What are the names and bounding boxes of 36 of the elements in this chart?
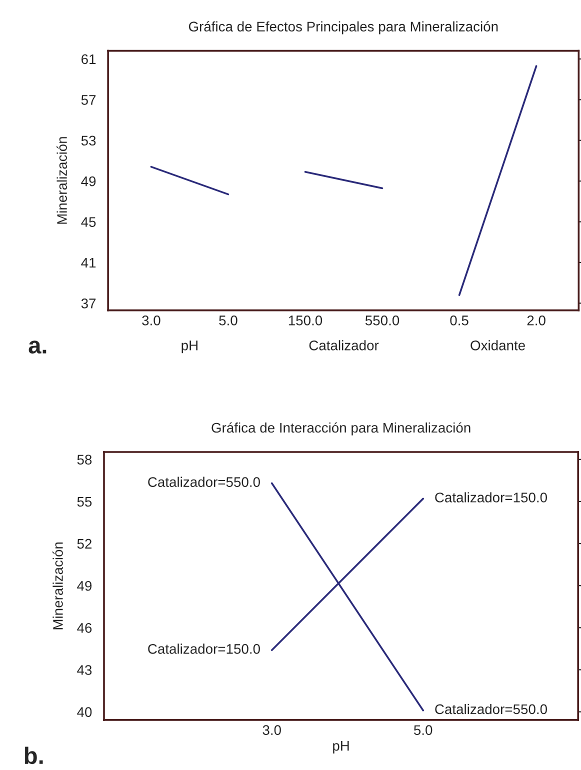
chart-title: Gráfica de Efectos Principales para Mineralización [188, 21, 498, 34]
y-tick-label: 49 [77, 580, 92, 591]
y-tick-label: 58 [77, 454, 92, 465]
y-tick-label: 46 [77, 623, 92, 633]
series-label: Catalizador=150.0 [148, 644, 260, 654]
y-axis-title: Mineralización [52, 542, 63, 630]
y-tick-label: 53 [81, 136, 96, 146]
y-tick-label: 40 [77, 707, 92, 717]
x-tick-label: 5.0 [219, 316, 238, 326]
x-tick-label: 3.0 [142, 316, 160, 326]
y-tick-label: 57 [81, 95, 96, 105]
y-tick-label: 55 [77, 496, 92, 507]
x-tick-label: 2.0 [527, 316, 546, 326]
text: Catalizador [309, 340, 379, 350]
y-tick-label: 52 [77, 538, 92, 549]
y-tick-label: 41 [81, 258, 96, 268]
y-tick-label: 45 [81, 217, 96, 227]
text: Catalizador=550.0 [435, 704, 548, 714]
text: Oxidante [470, 340, 525, 350]
x-tick-label: 550.0 [365, 316, 400, 326]
y-tick-label: 43 [77, 665, 92, 675]
chart-title: Gráfica de Interacción para Mineralización [212, 422, 470, 436]
x-tick-label: 150.0 [288, 316, 322, 326]
y-axis-title: Mineralización [56, 137, 67, 224]
y-tick-label: 37 [81, 298, 96, 308]
text: a. [28, 340, 46, 354]
x-tick-label: 3.0 [262, 725, 281, 736]
y-tick-label: 61 [82, 54, 96, 64]
text: b. [24, 746, 43, 764]
series-label: Catalizador=550.0 [148, 476, 260, 487]
x-tick-label: 5.0 [414, 725, 432, 736]
x-axis-title: pH [333, 741, 349, 754]
text: pH [182, 340, 198, 354]
text: Catalizador=150.0 [435, 492, 548, 502]
y-tick-label: 49 [81, 176, 96, 186]
x-tick-label: 0.5 [450, 316, 468, 326]
